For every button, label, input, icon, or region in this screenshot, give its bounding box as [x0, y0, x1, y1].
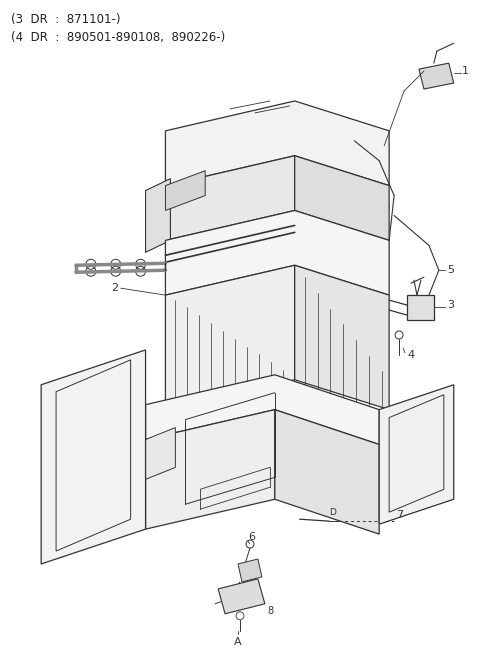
- Polygon shape: [238, 559, 262, 582]
- Text: 7: 7: [396, 510, 403, 520]
- Text: 2: 2: [111, 283, 119, 293]
- Text: 6: 6: [248, 532, 255, 542]
- Polygon shape: [166, 211, 389, 295]
- Polygon shape: [166, 266, 295, 409]
- Text: 5: 5: [447, 266, 454, 275]
- Polygon shape: [41, 350, 145, 564]
- Text: D: D: [329, 508, 336, 517]
- Polygon shape: [166, 101, 389, 186]
- Text: 4: 4: [407, 350, 414, 360]
- Polygon shape: [295, 156, 389, 241]
- Text: (4  DR  :  890501-890108,  890226-): (4 DR : 890501-890108, 890226-): [12, 31, 226, 44]
- Polygon shape: [145, 428, 175, 479]
- Polygon shape: [295, 266, 389, 409]
- Polygon shape: [145, 375, 379, 445]
- Polygon shape: [407, 295, 434, 320]
- Polygon shape: [145, 179, 170, 252]
- Text: (3  DR  :  871101-): (3 DR : 871101-): [12, 13, 121, 26]
- Text: 3: 3: [447, 300, 454, 310]
- Polygon shape: [145, 409, 275, 529]
- Polygon shape: [166, 171, 205, 211]
- Polygon shape: [419, 63, 454, 89]
- Polygon shape: [379, 385, 454, 524]
- Polygon shape: [218, 579, 265, 613]
- Circle shape: [379, 203, 389, 213]
- Text: A: A: [234, 637, 242, 647]
- Text: 8: 8: [268, 606, 274, 616]
- Polygon shape: [166, 156, 295, 241]
- Text: 1: 1: [462, 66, 468, 76]
- Polygon shape: [275, 409, 379, 534]
